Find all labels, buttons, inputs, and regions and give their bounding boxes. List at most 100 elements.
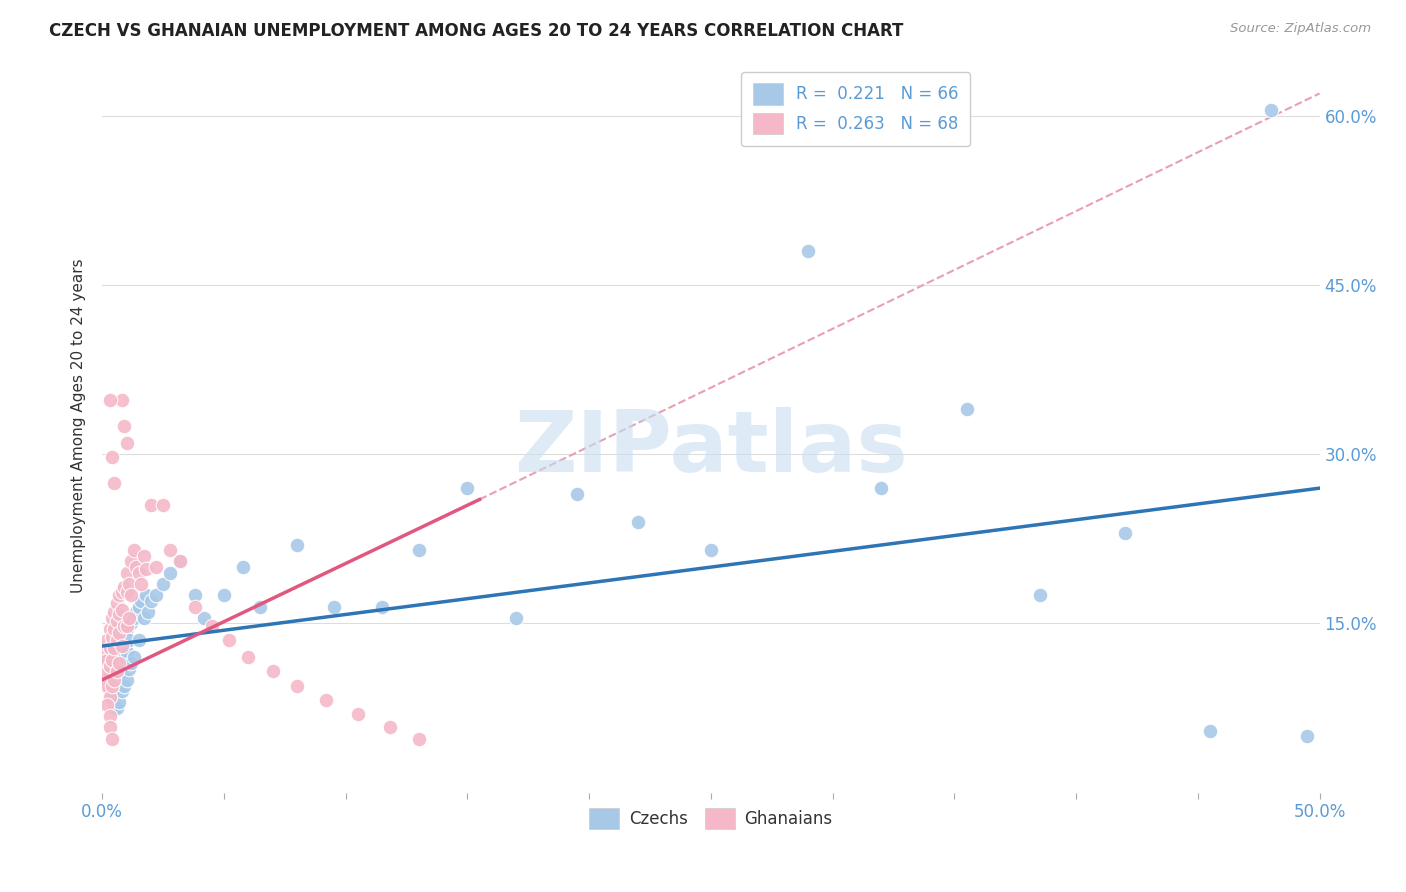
Point <box>101 611 124 625</box>
Point <box>118 577 141 591</box>
Point <box>128 599 150 614</box>
Point <box>1296 729 1319 743</box>
Point <box>108 633 131 648</box>
Point <box>128 633 150 648</box>
Point <box>347 706 370 721</box>
Point <box>105 596 128 610</box>
Point <box>103 622 125 636</box>
Point <box>193 611 215 625</box>
Point <box>408 731 430 746</box>
Point <box>145 560 167 574</box>
Point <box>1260 103 1282 118</box>
Point <box>1028 588 1050 602</box>
Point <box>118 611 141 625</box>
Point <box>700 543 723 558</box>
Point <box>112 619 135 633</box>
Point <box>132 549 155 563</box>
Point <box>96 698 118 712</box>
Point <box>138 605 160 619</box>
Point <box>103 475 125 490</box>
Point <box>98 720 121 734</box>
Point <box>101 645 124 659</box>
Text: CZECH VS GHANAIAN UNEMPLOYMENT AMONG AGES 20 TO 24 YEARS CORRELATION CHART: CZECH VS GHANAIAN UNEMPLOYMENT AMONG AGE… <box>49 22 904 40</box>
Point <box>98 679 121 693</box>
Point <box>108 588 131 602</box>
Point <box>1199 723 1222 738</box>
Point <box>93 667 115 681</box>
Point <box>139 594 162 608</box>
Point <box>111 393 134 408</box>
Point <box>98 690 121 704</box>
Point <box>108 607 131 622</box>
Point <box>108 695 131 709</box>
Point <box>98 641 121 656</box>
Point <box>101 630 124 644</box>
Legend: Czechs, Ghanaians: Czechs, Ghanaians <box>582 801 839 836</box>
Point <box>169 554 191 568</box>
Point <box>565 487 588 501</box>
Point <box>249 599 271 614</box>
Point <box>115 622 138 636</box>
Point <box>98 667 121 681</box>
Point <box>201 619 224 633</box>
Point <box>120 656 142 670</box>
Point <box>103 605 125 619</box>
Point <box>128 566 150 580</box>
Point <box>96 679 118 693</box>
Point <box>96 652 118 666</box>
Point <box>98 622 121 636</box>
Point <box>627 515 650 529</box>
Point <box>135 588 157 602</box>
Point <box>103 641 125 656</box>
Point <box>371 599 394 614</box>
Point <box>122 650 145 665</box>
Point <box>159 566 181 580</box>
Point <box>111 656 134 670</box>
Point <box>105 664 128 678</box>
Point <box>108 625 131 640</box>
Point <box>408 543 430 558</box>
Point <box>105 701 128 715</box>
Point <box>98 709 121 723</box>
Point <box>105 641 128 656</box>
Point <box>101 450 124 464</box>
Point <box>103 656 125 670</box>
Point <box>108 650 131 665</box>
Point <box>103 701 125 715</box>
Point <box>262 664 284 678</box>
Point <box>111 603 134 617</box>
Point <box>285 679 308 693</box>
Text: Source: ZipAtlas.com: Source: ZipAtlas.com <box>1230 22 1371 36</box>
Point <box>145 588 167 602</box>
Point <box>98 659 121 673</box>
Point <box>955 402 977 417</box>
Point <box>232 560 254 574</box>
Point <box>797 244 820 259</box>
Point <box>122 543 145 558</box>
Point <box>105 633 128 648</box>
Point <box>125 605 148 619</box>
Point <box>120 554 142 568</box>
Point <box>129 577 152 591</box>
Y-axis label: Unemployment Among Ages 20 to 24 years: Unemployment Among Ages 20 to 24 years <box>72 259 86 593</box>
Point <box>505 611 527 625</box>
Point <box>103 673 125 687</box>
Point <box>115 436 138 450</box>
Point <box>103 639 125 653</box>
Point <box>129 594 152 608</box>
Point <box>870 481 893 495</box>
Point <box>111 639 134 653</box>
Point <box>115 645 138 659</box>
Point <box>118 662 141 676</box>
Point <box>101 679 124 693</box>
Point <box>115 566 138 580</box>
Point <box>184 588 207 602</box>
Point <box>378 720 401 734</box>
Point <box>115 673 138 687</box>
Point <box>315 693 337 707</box>
Point <box>159 543 181 558</box>
Point <box>101 652 124 666</box>
Point <box>238 650 260 665</box>
Point <box>108 656 131 670</box>
Point <box>105 679 128 693</box>
